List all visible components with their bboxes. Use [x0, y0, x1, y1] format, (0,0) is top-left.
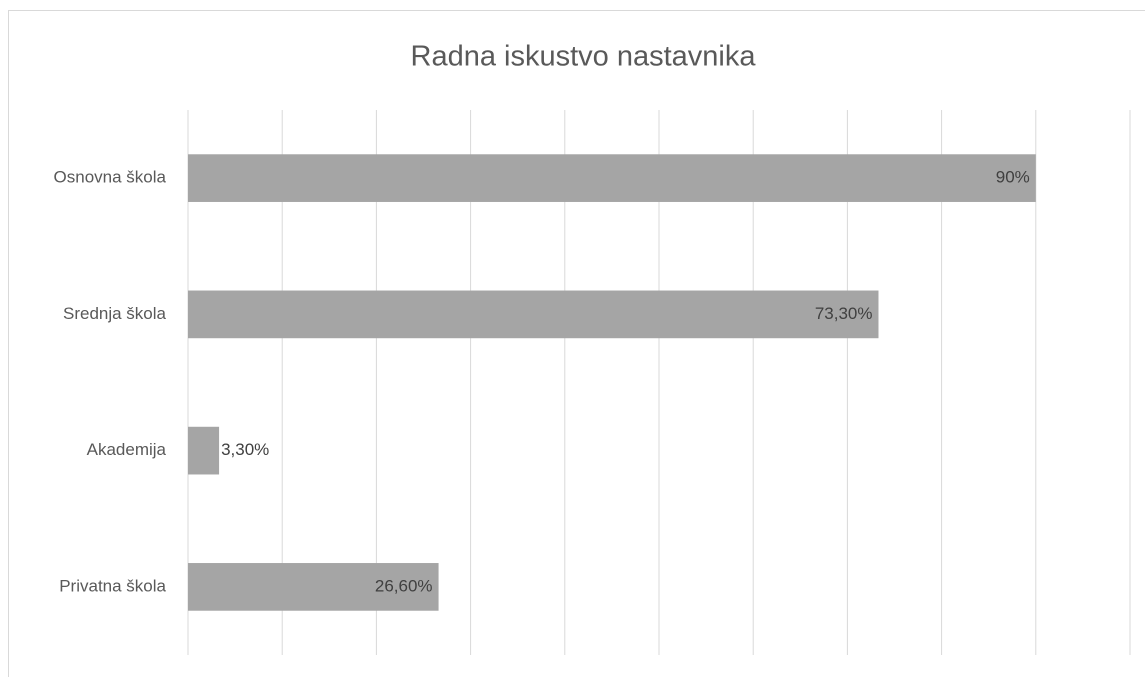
- bar: [188, 290, 879, 339]
- data-label: 3,30%: [221, 440, 269, 459]
- y-tick-label: Privatna škola: [59, 576, 166, 595]
- y-tick-label: Akademija: [87, 440, 167, 459]
- bar: [188, 563, 439, 611]
- bar: [188, 154, 1036, 202]
- data-label: 26,60%: [375, 576, 433, 595]
- chart-title: Radna iskustvo nastavnika: [411, 41, 757, 73]
- data-label: 90%: [996, 168, 1030, 187]
- data-label: 73,30%: [815, 304, 873, 323]
- y-tick-label: Srednja škola: [63, 304, 167, 323]
- y-tick-label: Osnovna škola: [54, 168, 167, 187]
- chart-border: [8, 10, 1145, 677]
- bar: [188, 426, 220, 475]
